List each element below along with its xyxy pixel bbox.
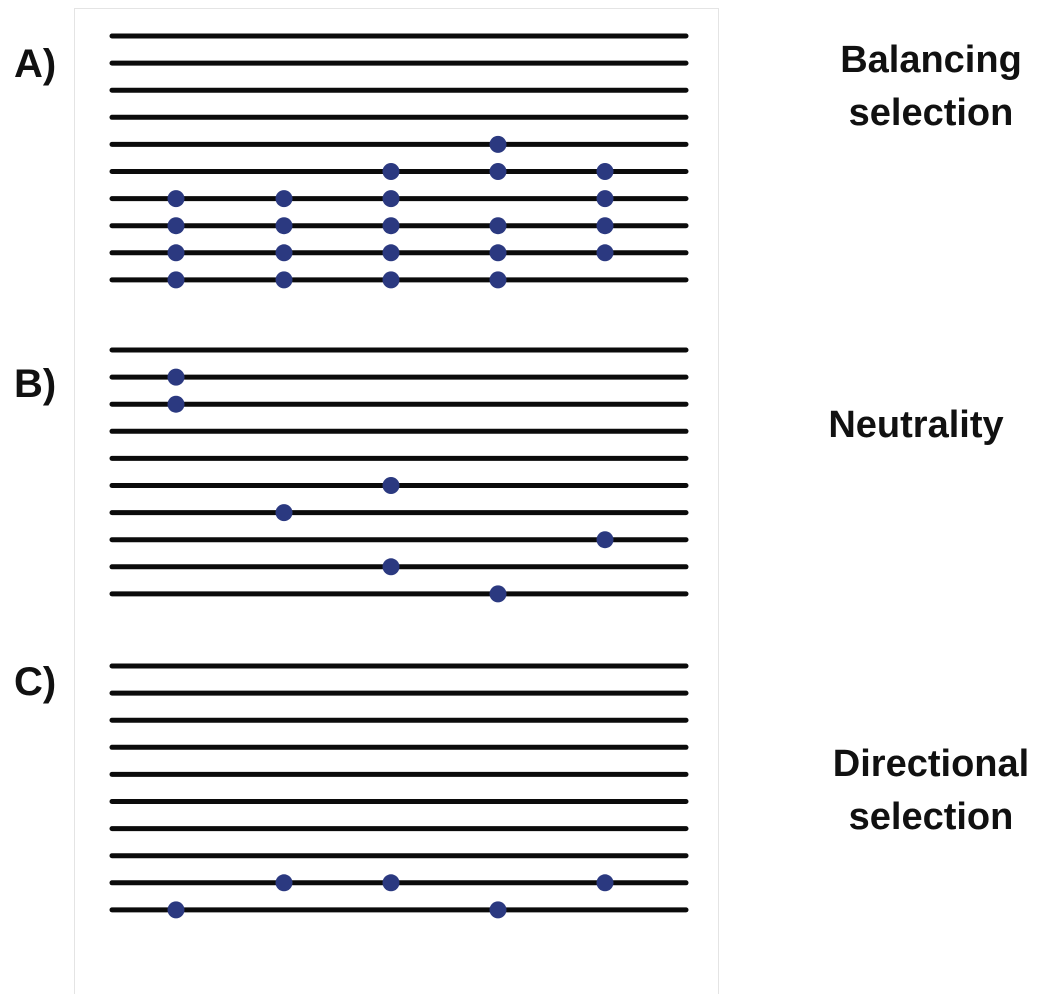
panel-a-variant-dot-3 [489,163,507,180]
panel-c-letter: C) [14,660,57,704]
panel-c-variant-dots [167,874,614,919]
panel-a-variant-dot-5 [167,190,185,208]
panel-a-title-line-2: selection [848,92,1014,134]
panel-a-variant-dot-12 [489,217,507,235]
panel-b-title-line-1: Neutrality [828,404,1004,446]
panel-c-title-line-1: Directional [832,743,1030,785]
panel-c-haplotype-lines [109,663,689,913]
panel-b-variant-dot-2 [167,395,185,413]
panel-c-title: Directional selection [811,738,1048,844]
panel-b-haplotype-lines [109,347,689,597]
panel-a-variant-dot-6 [275,190,293,208]
panel-a-title-line-1: Balancing [840,39,1022,81]
panel-b-variant-dots [167,368,614,603]
panel-a-variant-dot-19 [167,271,185,289]
figure-frame [74,8,719,994]
panel-a-variant-dot-4 [596,163,614,180]
panel-a-variant-dot-18 [596,244,614,262]
panel-a-variant-dot-9 [167,217,185,235]
panel-a-variant-dot-15 [275,244,293,262]
panel-a-letter: A) [14,42,57,86]
panel-a-variant-dot-14 [167,244,185,262]
panel-a-variant-dot-7 [382,190,400,208]
panel-b-letter: B) [14,362,57,406]
panel-a-variant-dots [167,135,614,289]
panel-a-variant-dot-1 [489,135,507,153]
panel-a-title: Balancing selection [811,34,1048,140]
panel-c-variant-dot-1 [275,874,293,892]
panel-b-variant-dot-7 [489,585,507,603]
panel-a-variant-dot-10 [275,217,293,235]
panel-a-variant-dot-11 [382,217,400,235]
panel-a-variant-dot-20 [275,271,293,289]
panel-b-variant-dot-3 [382,477,400,494]
panel-c-variant-dot-4 [167,901,185,919]
panel-a-variant-dot-21 [382,271,400,289]
panel-a-variant-dot-17 [489,244,507,262]
panel-c-variant-dot-5 [489,901,507,919]
panel-a-haplotype-lines [109,33,689,283]
panel-a-variant-dot-13 [596,217,614,235]
panel-c-variant-dot-3 [596,874,614,892]
panel-b-variant-dot-1 [167,368,185,386]
panel-a-variant-dot-8 [596,190,614,208]
panel-a-variant-dot-16 [382,244,400,262]
panel-c-title-line-2: selection [848,796,1014,838]
panel-b-variant-dot-5 [596,531,614,549]
panel-b-title: Neutrality [796,399,1036,452]
panel-c-variant-dot-2 [382,874,400,892]
panel-b-variant-dot-4 [275,504,293,522]
panel-a-variant-dot-2 [382,163,400,180]
panel-a-variant-dot-22 [489,271,507,289]
panel-b-variant-dot-6 [382,558,400,576]
